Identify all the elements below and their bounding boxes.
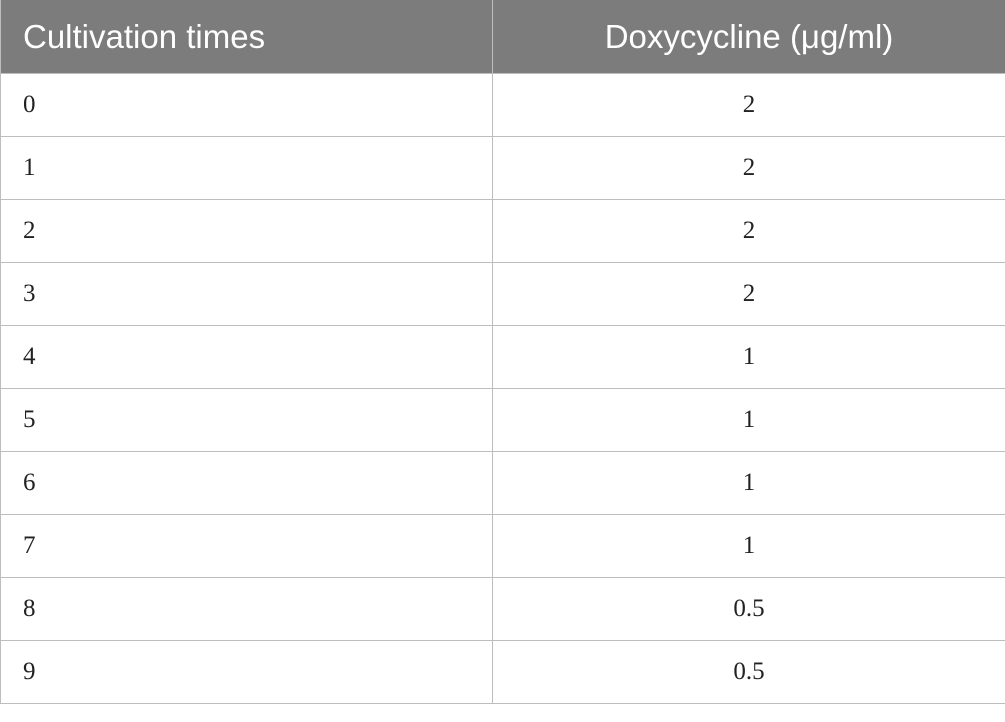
table-row: 5 1 — [0, 388, 1005, 452]
doxycycline-cell: 1 — [492, 451, 1005, 515]
cultivation-time-cell: 5 — [0, 388, 493, 452]
doxycycline-cell: 0.5 — [492, 640, 1005, 704]
cultivation-time-cell: 7 — [0, 514, 493, 578]
cultivation-time-cell: 6 — [0, 451, 493, 515]
doxycycline-cell: 2 — [492, 199, 1005, 263]
table-header: Cultivation times Doxycycline (μg/ml) — [0, 0, 1005, 74]
table-row: 8 0.5 — [0, 577, 1005, 641]
cultivation-time-cell: 9 — [0, 640, 493, 704]
doxycycline-cell: 2 — [492, 136, 1005, 200]
doxycycline-cell: 1 — [492, 514, 1005, 578]
cultivation-time-cell: 4 — [0, 325, 493, 389]
doxycycline-cell: 0.5 — [492, 577, 1005, 641]
doxycycline-cell: 2 — [492, 262, 1005, 326]
header-row: Cultivation times Doxycycline (μg/ml) — [0, 0, 1005, 74]
table-row: 0 2 — [0, 73, 1005, 137]
cultivation-doxycycline-table: Cultivation times Doxycycline (μg/ml) 0 … — [0, 0, 1005, 704]
data-table-container: Cultivation times Doxycycline (μg/ml) 0 … — [0, 0, 1005, 704]
cultivation-time-cell: 3 — [0, 262, 493, 326]
table-row: 6 1 — [0, 451, 1005, 515]
table-body: 0 2 1 2 2 2 3 2 4 1 5 1 — [0, 73, 1005, 704]
cultivation-time-cell: 1 — [0, 136, 493, 200]
doxycycline-cell: 1 — [492, 325, 1005, 389]
cultivation-time-cell: 8 — [0, 577, 493, 641]
cultivation-time-cell: 2 — [0, 199, 493, 263]
cultivation-time-cell: 0 — [0, 73, 493, 137]
table-row: 3 2 — [0, 262, 1005, 326]
table-row: 1 2 — [0, 136, 1005, 200]
table-row: 2 2 — [0, 199, 1005, 263]
table-row: 9 0.5 — [0, 640, 1005, 704]
table-row: 4 1 — [0, 325, 1005, 389]
header-cultivation-times: Cultivation times — [0, 0, 493, 74]
table-row: 7 1 — [0, 514, 1005, 578]
header-doxycycline: Doxycycline (μg/ml) — [492, 0, 1005, 74]
doxycycline-cell: 1 — [492, 388, 1005, 452]
doxycycline-cell: 2 — [492, 73, 1005, 137]
